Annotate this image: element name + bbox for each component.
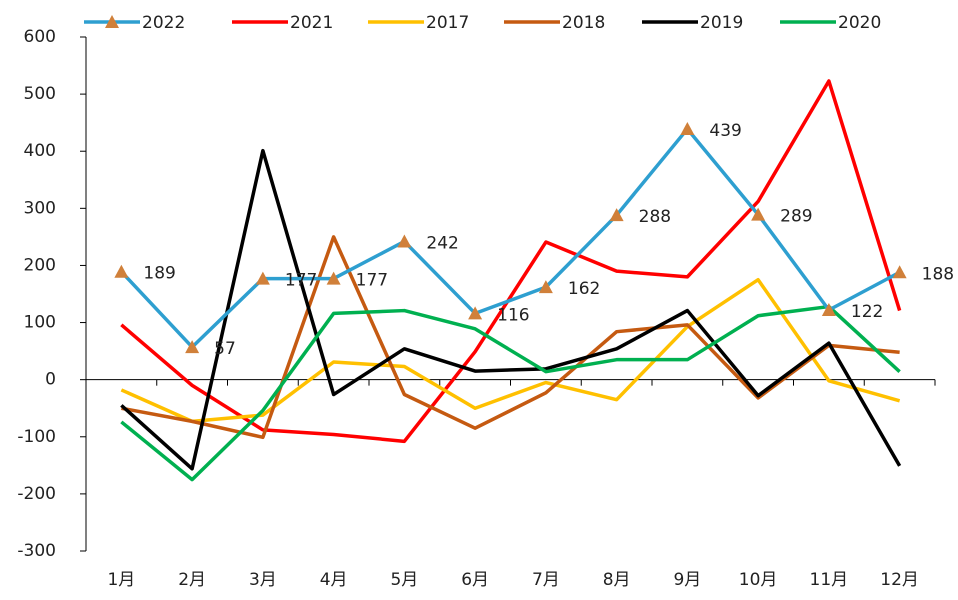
data-label: 177 [356,271,388,291]
marker [538,280,553,294]
marker [255,271,270,285]
series-line [121,235,900,440]
data-label: 116 [497,305,529,325]
data-label: 189 [143,264,175,284]
legend-label: 2017 [426,13,469,33]
y-tick-label: -300 [17,541,56,561]
x-tick-label: 11月 [810,570,849,590]
marker [185,340,200,354]
x-tick-label: 6月 [461,570,489,590]
series-line [120,277,901,424]
marker [751,207,766,221]
y-tick-label: -100 [17,427,56,447]
data-label: 57 [214,339,236,359]
series-line [120,148,902,471]
data-label: 188 [922,264,954,284]
legend-label: 2022 [142,13,185,33]
data-label: 122 [851,302,883,322]
y-tick-label: 600 [24,27,56,47]
x-tick-label: 12月 [880,570,919,590]
marker [892,265,907,279]
series-line [120,127,901,349]
y-tick-label: 200 [24,255,56,275]
series-line [120,304,901,482]
marker [680,121,695,135]
data-label: 288 [639,207,671,227]
y-tick-label: 500 [24,84,56,104]
x-tick-label: 1月 [107,570,135,590]
legend-label: 2018 [562,13,605,33]
y-tick-label: 100 [24,313,56,333]
marker [468,306,483,320]
x-tick-label: 8月 [603,570,631,590]
y-tick-label: 400 [24,141,56,161]
data-label: 439 [709,121,741,141]
x-tick-label: 4月 [320,570,348,590]
x-tick-label: 5月 [390,570,418,590]
marker [397,234,412,248]
x-tick-label: 2月 [178,570,206,590]
marker [114,264,129,278]
data-label: 162 [568,279,600,299]
legend-label: 2019 [700,13,743,33]
y-tick-label: 0 [45,370,56,390]
data-label: 289 [780,207,812,227]
legend-label: 2020 [838,13,881,33]
marker [821,302,836,316]
y-tick-label: -200 [17,484,56,504]
marker [609,208,624,222]
x-tick-label: 7月 [532,570,560,590]
x-tick-label: 10月 [739,570,778,590]
marker [326,271,341,285]
x-tick-label: 3月 [249,570,277,590]
data-label: 177 [285,271,317,291]
legend-label: 2021 [290,13,333,33]
x-tick-label: 9月 [673,570,701,590]
legend-marker [105,15,119,28]
y-tick-label: 300 [24,198,56,218]
data-label: 242 [426,233,458,253]
